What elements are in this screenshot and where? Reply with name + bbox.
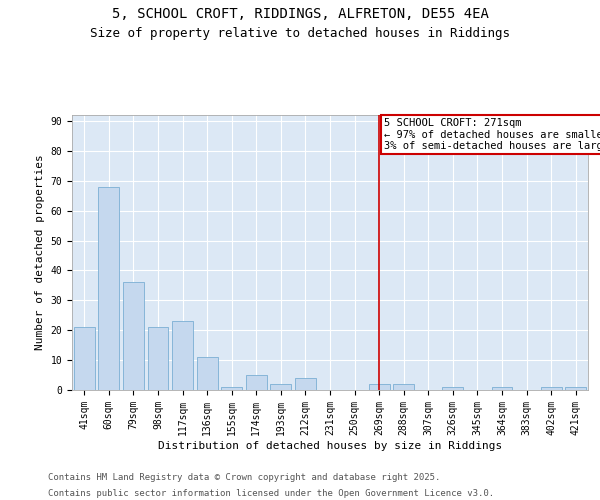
Bar (295, 378, 316, 390)
Bar (491, 387, 512, 390)
Text: Size of property relative to detached houses in Riddings: Size of property relative to detached ho… (90, 28, 510, 40)
Text: Contains public sector information licensed under the Open Government Licence v3: Contains public sector information licen… (48, 489, 494, 498)
Bar (393, 384, 414, 390)
Bar (541, 387, 562, 390)
Bar (246, 375, 267, 390)
X-axis label: Distribution of detached houses by size in Riddings: Distribution of detached houses by size … (158, 440, 502, 450)
Bar (442, 387, 463, 390)
Bar (271, 384, 292, 390)
Bar (565, 387, 586, 390)
Bar (98, 186, 119, 390)
Bar (221, 387, 242, 390)
Bar (172, 322, 193, 390)
Bar (148, 327, 169, 390)
Bar (74, 327, 95, 390)
Bar (123, 282, 144, 390)
Y-axis label: Number of detached properties: Number of detached properties (35, 154, 45, 350)
Text: 5, SCHOOL CROFT, RIDDINGS, ALFRETON, DE55 4EA: 5, SCHOOL CROFT, RIDDINGS, ALFRETON, DE5… (112, 8, 488, 22)
Text: 5 SCHOOL CROFT: 271sqm
← 97% of detached houses are smaller (192)
3% of semi-det: 5 SCHOOL CROFT: 271sqm ← 97% of detached… (384, 118, 600, 151)
Bar (368, 384, 389, 390)
Text: Contains HM Land Registry data © Crown copyright and database right 2025.: Contains HM Land Registry data © Crown c… (48, 472, 440, 482)
Bar (197, 357, 218, 390)
